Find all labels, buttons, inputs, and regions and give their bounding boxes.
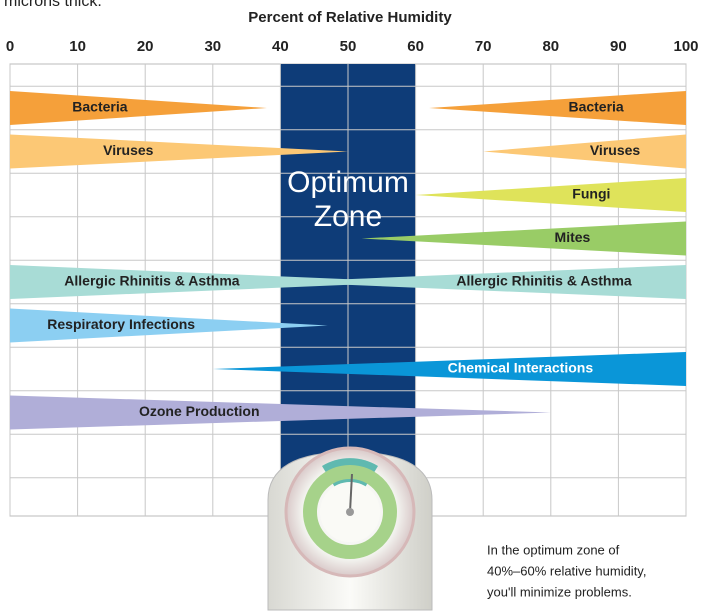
- hygrometer: [267, 446, 433, 611]
- wedge: [483, 134, 686, 169]
- wedge-label: Viruses: [590, 142, 641, 158]
- wedge-label: Bacteria: [568, 99, 623, 115]
- wedge: [212, 352, 687, 386]
- wedge-label: Mites: [555, 229, 591, 245]
- x-tick-label: 20: [137, 38, 154, 55]
- wedge: [10, 265, 416, 299]
- x-tick-label: 50: [340, 38, 357, 55]
- wedge-label: Fungi: [572, 186, 610, 202]
- annotation: 40%–60% relative humidity,: [487, 563, 646, 578]
- header-fragment: microns thick.: [4, 0, 102, 10]
- x-tick-label: 90: [610, 38, 627, 55]
- wedge-label: Chemical Interactions: [448, 360, 594, 376]
- wedge: [280, 265, 686, 299]
- x-tick-label: 40: [272, 38, 289, 55]
- wedge: [10, 134, 348, 169]
- annotation: In the optimum zone of: [487, 542, 620, 557]
- wedge: [415, 178, 686, 212]
- x-tick-label: 30: [204, 38, 221, 55]
- wedge: [10, 395, 551, 430]
- zone-label: Optimum Zone: [287, 166, 409, 233]
- x-tick-label: 10: [69, 38, 86, 55]
- x-tick-label: 100: [673, 38, 698, 55]
- wedge-label: Viruses: [103, 142, 154, 158]
- wedge-label: Allergic Rhinitis & Asthma: [64, 273, 240, 289]
- x-tick-label: 80: [542, 38, 559, 55]
- x-tick-label: 70: [475, 38, 492, 55]
- wedge-label: Bacteria: [72, 99, 127, 115]
- annotation: you'll minimize problems.: [487, 584, 632, 599]
- x-tick-label: 0: [6, 38, 14, 55]
- wedge: [361, 221, 686, 256]
- wedge: [429, 91, 686, 125]
- wedge: [10, 91, 267, 125]
- wedge-label: Respiratory Infections: [47, 316, 195, 332]
- wedge-label: Ozone Production: [139, 403, 260, 419]
- chart-title: Percent of Relative Humidity: [248, 9, 452, 26]
- wedge: [10, 308, 328, 343]
- x-tick-label: 60: [407, 38, 424, 55]
- wedge-label: Allergic Rhinitis & Asthma: [456, 273, 632, 289]
